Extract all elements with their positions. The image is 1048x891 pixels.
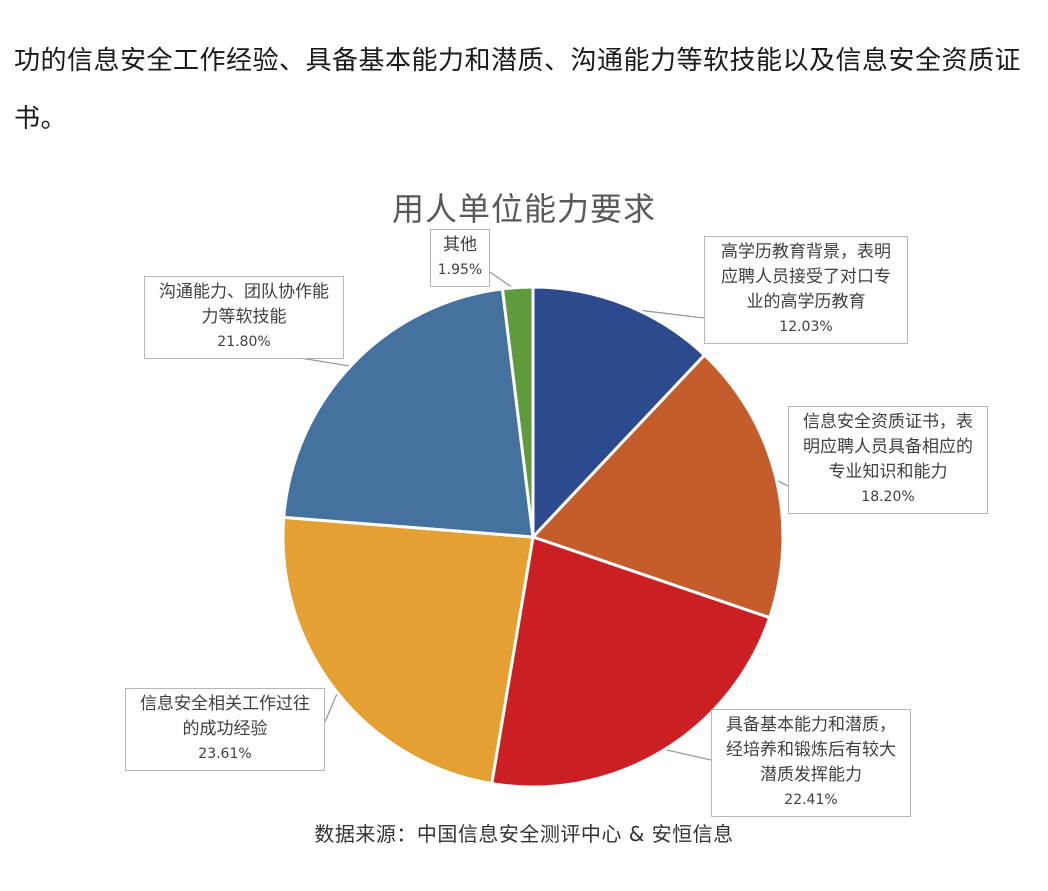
callout-value-4: 21.80%	[217, 334, 271, 350]
callout-label-3: 信息安全相关工作过往 的成功经验	[140, 694, 310, 739]
callout-slice-0: 高学历教育背景，表明 应聘人员接受了对口专 业的高学历教育 12.03%	[704, 236, 908, 344]
callout-value-3: 23.61%	[198, 746, 252, 762]
callout-slice-1: 信息安全资质证书，表 明应聘人员具备相应的 专业知识和能力 18.20%	[788, 406, 988, 514]
callout-slice-5: 其他 1.95%	[430, 229, 490, 287]
pie-slice-1	[530, 352, 785, 620]
chart-source: 数据来源：中国信息安全测评中心 & 安恒信息	[314, 822, 734, 846]
pie-slice-3	[281, 515, 535, 786]
callout-value-1: 18.20%	[861, 489, 915, 505]
pie-slice-5	[500, 285, 535, 538]
pie-slice-4	[282, 287, 535, 539]
pie-slices	[281, 285, 785, 789]
pie-slice-2	[489, 535, 772, 789]
callout-slice-2: 具备基本能力和潜质， 经培养和锻炼后有较大 潜质发挥能力 22.41%	[711, 709, 911, 817]
callout-value-0: 12.03%	[779, 319, 833, 335]
leader-line-2	[658, 747, 712, 761]
chart-title: 用人单位能力要求	[391, 190, 656, 228]
callout-label-2: 具备基本能力和潜质， 经培养和锻炼后有较大 潜质发挥能力	[726, 715, 896, 785]
callout-slice-3: 信息安全相关工作过往 的成功经验 23.61%	[125, 688, 325, 771]
callout-label-4: 沟通能力、团队协作能 力等软技能	[159, 282, 329, 327]
callout-slice-4: 沟通能力、团队协作能 力等软技能 21.80%	[144, 276, 344, 359]
callout-label-0: 高学历教育背景，表明 应聘人员接受了对口专 业的高学历教育	[721, 242, 891, 312]
article-paragraph: 功的信息安全工作经验、具备基本能力和潜质、沟通能力等软技能以及信息安全资质证 书…	[14, 32, 1024, 148]
callout-label-5: 其他	[443, 235, 477, 255]
pie-slice-0	[531, 285, 707, 541]
article-line-1: 功的信息安全工作经验、具备基本能力和潜质、沟通能力等软技能以及信息安全资质证	[14, 46, 1022, 76]
callout-label-1: 信息安全资质证书，表 明应聘人员具备相应的 专业知识和能力	[803, 412, 973, 482]
callout-value-5: 1.95%	[437, 262, 483, 278]
callout-value-2: 22.41%	[784, 792, 838, 808]
article-line-2: 书。	[14, 104, 68, 134]
leader-line-4	[299, 357, 356, 368]
